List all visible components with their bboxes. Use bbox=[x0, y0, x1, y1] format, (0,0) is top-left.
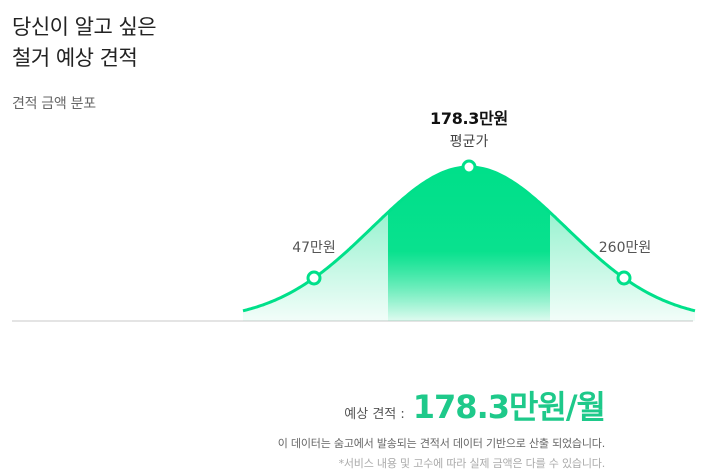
estimate-label: 예상 견적 : bbox=[344, 407, 405, 422]
distribution-title: 견적 금액 분포 bbox=[12, 96, 96, 112]
headline-line-1: 당신이 알고 싶은 bbox=[12, 15, 157, 39]
low-price-label: 47만원 bbox=[292, 240, 336, 256]
price-distribution-chart bbox=[12, 159, 696, 322]
high-price-marker bbox=[616, 270, 632, 286]
data-source-note: 이 데이터는 숨고에서 발송되는 견적서 데이터 기반으로 산출 되었습니다. bbox=[277, 437, 605, 450]
average-price-marker bbox=[461, 159, 477, 175]
estimate-value: 178.3만원/월 bbox=[412, 388, 606, 426]
average-price-value: 178.3만원 bbox=[430, 109, 508, 128]
disclaimer-note: *서비스 내용 및 고수에 따라 실제 금액은 다를 수 있습니다. bbox=[338, 457, 606, 470]
low-price-marker bbox=[306, 270, 322, 286]
average-price-label: 평균가 bbox=[449, 134, 489, 150]
average-range-area bbox=[388, 167, 550, 321]
headline-line-2: 철거 예상 견적 bbox=[12, 46, 138, 70]
headline: 당신이 알고 싶은 철거 예상 견적 bbox=[12, 12, 157, 74]
estimate-summary: 예상 견적 : 178.3만원/월 bbox=[344, 382, 606, 428]
high-price-label: 260만원 bbox=[598, 240, 652, 256]
